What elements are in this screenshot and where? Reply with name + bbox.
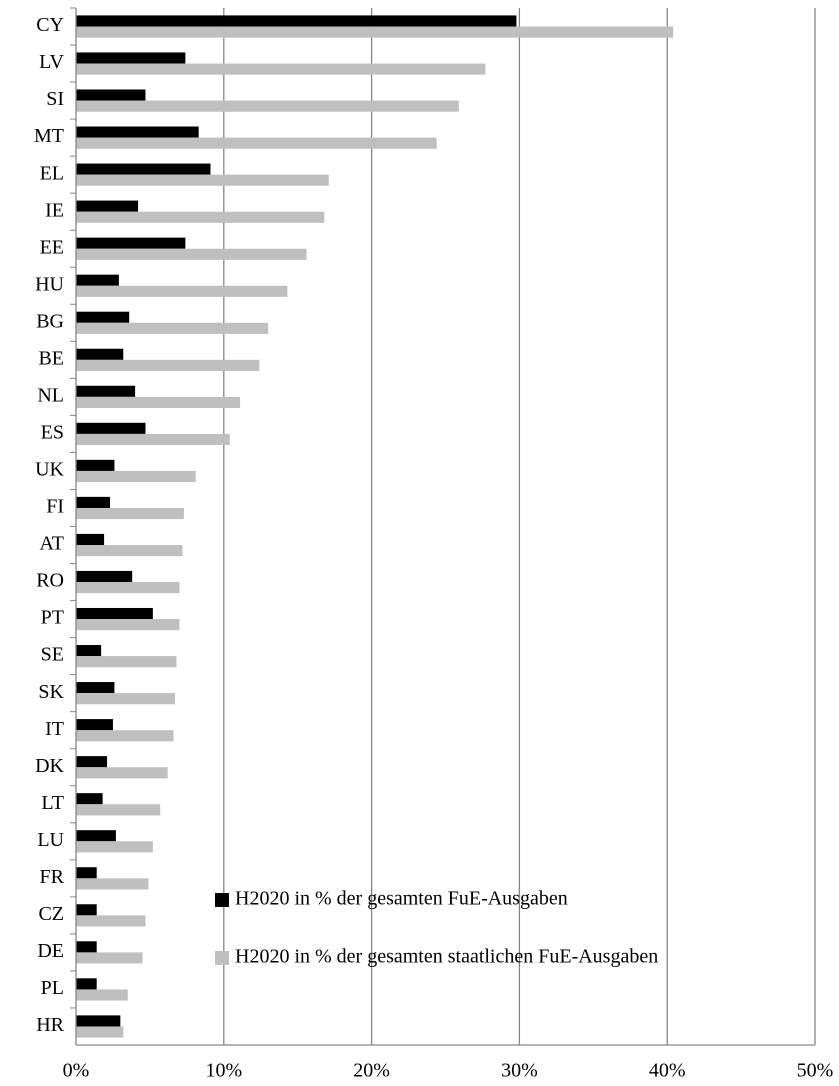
bar xyxy=(76,533,105,546)
y-tick-label: UK xyxy=(35,459,64,481)
bar xyxy=(76,989,128,1001)
bar xyxy=(76,285,288,297)
y-tick-label: NL xyxy=(37,384,64,406)
bar xyxy=(76,730,174,742)
bar xyxy=(76,200,139,212)
y-tick-label: FR xyxy=(40,866,65,888)
bar xyxy=(76,915,146,927)
bar xyxy=(76,719,113,731)
y-tick-label: BE xyxy=(38,347,64,369)
bar xyxy=(76,248,307,260)
bar xyxy=(76,941,97,953)
y-tick-label: LT xyxy=(41,792,64,814)
y-tick-label: EL xyxy=(40,162,64,184)
bar xyxy=(76,126,199,138)
bar xyxy=(76,904,97,916)
bar xyxy=(76,470,196,483)
bar xyxy=(76,756,108,768)
bar xyxy=(76,1026,124,1038)
bar xyxy=(76,385,136,397)
y-tick-label: MT xyxy=(34,125,64,147)
y-tick-label: DK xyxy=(35,755,64,777)
bar xyxy=(76,645,102,657)
x-tick-label: 0% xyxy=(63,1060,90,1082)
bar xyxy=(76,545,183,557)
bar xyxy=(76,570,133,583)
y-tick-label: DE xyxy=(37,940,64,962)
bar xyxy=(76,978,97,990)
bar xyxy=(76,682,115,694)
bar xyxy=(76,163,211,175)
bar xyxy=(76,767,168,779)
bar xyxy=(76,311,130,323)
y-tick-label: AT xyxy=(40,533,64,555)
y-tick-label: LU xyxy=(37,829,64,851)
bar xyxy=(76,793,103,805)
bar xyxy=(76,422,146,434)
bar xyxy=(76,100,459,112)
y-tick-label: LV xyxy=(39,51,64,73)
y-tick-label: PT xyxy=(41,607,64,629)
x-tick-label: 50% xyxy=(797,1060,834,1082)
y-tick-label: CZ xyxy=(38,903,64,925)
y-tick-label: SI xyxy=(46,88,64,110)
bar xyxy=(76,496,110,508)
bar xyxy=(76,804,161,816)
bar xyxy=(76,322,269,334)
bar xyxy=(76,52,186,64)
legend-swatch xyxy=(215,951,229,965)
legend-swatch xyxy=(215,893,229,907)
bar xyxy=(76,396,241,408)
y-tick-label: FI xyxy=(46,496,64,518)
y-tick-label: SK xyxy=(38,681,64,703)
bar xyxy=(76,841,153,853)
bar xyxy=(76,952,143,964)
y-tick-label: CY xyxy=(36,14,64,36)
bar xyxy=(76,274,119,286)
x-tick-label: 30% xyxy=(501,1060,538,1082)
bar xyxy=(76,582,180,594)
x-tick-label: 20% xyxy=(353,1060,390,1082)
bar xyxy=(76,359,260,371)
y-tick-label: HU xyxy=(35,273,64,295)
bar xyxy=(76,211,325,223)
bar xyxy=(76,830,116,842)
bar xyxy=(76,237,186,249)
bar xyxy=(76,26,674,38)
bar xyxy=(76,607,153,620)
y-tick-label: IE xyxy=(45,199,64,221)
x-tick-label: 40% xyxy=(649,1060,686,1082)
bar xyxy=(76,15,517,27)
x-tick-label: 10% xyxy=(205,1060,242,1082)
bar xyxy=(76,878,149,890)
y-tick-label: HR xyxy=(36,1014,64,1036)
bar xyxy=(76,348,124,360)
y-tick-label: RO xyxy=(36,570,64,592)
y-tick-label: SE xyxy=(41,644,64,666)
legend-label: H2020 in % der gesamten staatlichen FuE-… xyxy=(235,946,658,968)
bar xyxy=(76,619,180,631)
bar xyxy=(76,459,115,471)
y-tick-label: EE xyxy=(40,236,64,258)
bar xyxy=(76,137,437,149)
legend-label: H2020 in % der gesamten FuE-Ausgaben xyxy=(235,888,568,910)
y-tick-label: BG xyxy=(36,310,64,332)
bar xyxy=(76,656,177,668)
y-tick-label: PL xyxy=(41,977,64,999)
bar xyxy=(76,63,486,75)
bar xyxy=(76,433,230,446)
y-tick-label: ES xyxy=(41,422,64,444)
bar xyxy=(76,1015,121,1027)
bar xyxy=(76,507,184,520)
bar xyxy=(76,867,97,879)
bar xyxy=(76,693,176,705)
bar xyxy=(76,174,329,186)
bar xyxy=(76,89,146,101)
y-tick-label: IT xyxy=(45,718,64,740)
